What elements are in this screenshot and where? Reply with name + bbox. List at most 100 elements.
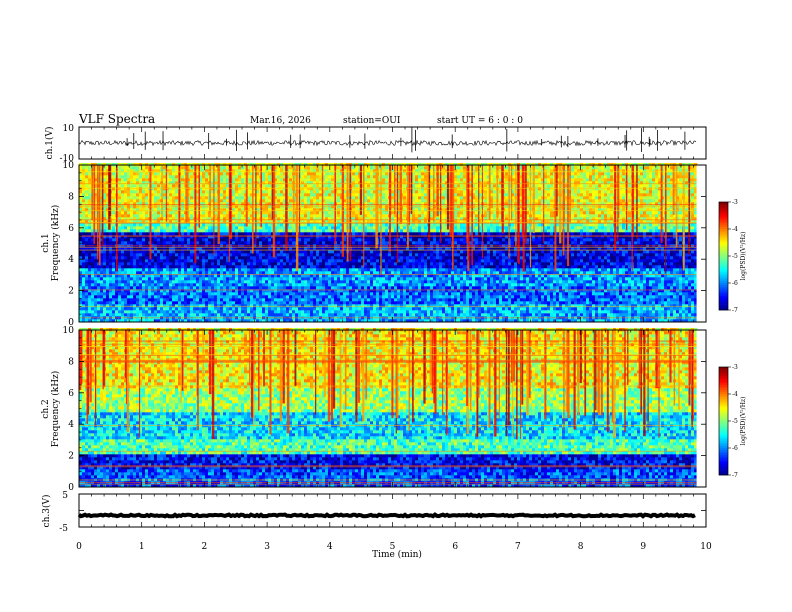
spectrogram-cell: [685, 277, 689, 281]
spectrogram-cell: [397, 289, 401, 293]
spectrogram-cell: [106, 319, 110, 323]
spectrogram-cell: [388, 265, 392, 269]
spectrogram-cell: [253, 268, 257, 272]
spectrogram-cell: [259, 271, 263, 275]
spectrogram-cell: [637, 259, 641, 263]
spectrogram-cell: [97, 292, 101, 296]
spectrogram-cell: [643, 313, 647, 317]
spectrogram-cell: [385, 307, 389, 311]
spectrogram-cell: [190, 283, 194, 287]
spectrogram-cell: [541, 295, 545, 299]
spectrogram-cell: [232, 313, 236, 317]
spectrogram-cell: [82, 250, 86, 254]
spectrogram-cell: [238, 310, 242, 314]
spectrogram-cell: [97, 274, 101, 278]
spectrogram-cell: [418, 289, 422, 293]
spectrogram-cell: [397, 271, 401, 275]
spectrogram-cell: [562, 262, 566, 266]
spectrogram-cell: [292, 304, 296, 308]
spectrogram-cell: [124, 253, 128, 257]
spectrogram-cell: [454, 271, 458, 275]
spectrogram-cell: [211, 313, 215, 317]
spectrogram-cell: [256, 292, 260, 296]
spectrogram-cell: [412, 280, 416, 284]
spectrogram-cell: [487, 301, 491, 305]
spectrogram-cell: [637, 283, 641, 287]
spectrogram-cell: [607, 280, 611, 284]
spectrogram-cell: [478, 274, 482, 278]
spectrogram-cell: [604, 283, 608, 287]
spectrogram-cell: [232, 274, 236, 278]
spectrogram-cell: [661, 319, 665, 323]
spectrogram-cell: [544, 265, 548, 269]
spectrogram-cell: [148, 265, 152, 269]
spectrogram-cell: [418, 307, 422, 311]
spectrogram-cell: [340, 253, 344, 257]
spectrogram-cell: [526, 298, 530, 302]
spectrogram-cell: [250, 289, 254, 293]
spectrogram-cell: [514, 298, 518, 302]
spectrogram-cell: [424, 265, 428, 269]
spectrogram-cell: [283, 271, 287, 275]
spectrogram-cell: [106, 298, 110, 302]
spectrogram-cell: [199, 289, 203, 293]
spectrogram-cell: [160, 271, 164, 275]
spectrogram-cell: [550, 271, 554, 275]
spectrogram-cell: [274, 301, 278, 305]
spectrogram-cell: [91, 256, 95, 260]
spectrogram-cell: [244, 250, 248, 254]
spectrogram-cell: [103, 262, 107, 266]
spectrogram-cell: [571, 283, 575, 287]
spectrogram-cell: [688, 262, 692, 266]
spectrogram-cell: [592, 298, 596, 302]
spectrogram-cell: [394, 277, 398, 281]
spectrogram-cell: [538, 307, 542, 311]
spectrogram-cell: [214, 262, 218, 266]
spectrogram-cell: [529, 286, 533, 290]
spectrogram-cell: [631, 283, 635, 287]
spectrogram-cell: [103, 313, 107, 317]
spectrogram-cell: [481, 295, 485, 299]
spectrogram-cell: [382, 289, 386, 293]
spectrogram-cell: [454, 283, 458, 287]
spectrogram-cell: [145, 298, 149, 302]
spectrogram-cell: [661, 253, 665, 257]
spectrogram-cell: [364, 304, 368, 308]
spectrogram-cell: [457, 253, 461, 257]
spectrogram-cell: [487, 292, 491, 296]
spectrogram-cell: [430, 304, 434, 308]
spectrogram-cell: [469, 301, 473, 305]
spectrogram-cell: [319, 286, 323, 290]
spectrogram-cell: [475, 319, 479, 323]
spectrogram-cell: [349, 301, 353, 305]
spectrogram-cell: [388, 292, 392, 296]
spectrogram-cell: [343, 301, 347, 305]
spectrogram-cell: [244, 271, 248, 275]
spectrogram-cell: [199, 295, 203, 299]
spectrogram-cell: [235, 295, 239, 299]
spectrogram-cell: [499, 280, 503, 284]
spectrogram-cell: [658, 280, 662, 284]
spectrogram-cell: [367, 256, 371, 260]
spectrogram-cell: [307, 310, 311, 314]
spectrogram-cell: [592, 271, 596, 275]
spectrogram-cell: [295, 319, 299, 323]
spectrogram-cell: [676, 271, 680, 275]
spectrogram-cell: [499, 289, 503, 293]
spectrogram-cell: [148, 262, 152, 266]
spectrogram-cell: [559, 259, 563, 263]
spectrogram-cell: [682, 301, 686, 305]
spectrogram-cell: [598, 292, 602, 296]
spectrogram-cell: [538, 295, 542, 299]
spectrogram-cell: [91, 307, 95, 311]
spectrogram-cell: [544, 319, 548, 323]
spectrogram-cell: [247, 286, 251, 290]
spectrogram-cell: [517, 277, 521, 281]
spectrogram-cell: [235, 250, 239, 254]
spectrogram-cell: [328, 289, 332, 293]
spectrogram-cell: [403, 277, 407, 281]
spectrogram-cell: [682, 298, 686, 302]
spectrogram-cell: [622, 286, 626, 290]
spectrogram-cell: [109, 277, 113, 281]
spectrogram-cell: [175, 265, 179, 269]
